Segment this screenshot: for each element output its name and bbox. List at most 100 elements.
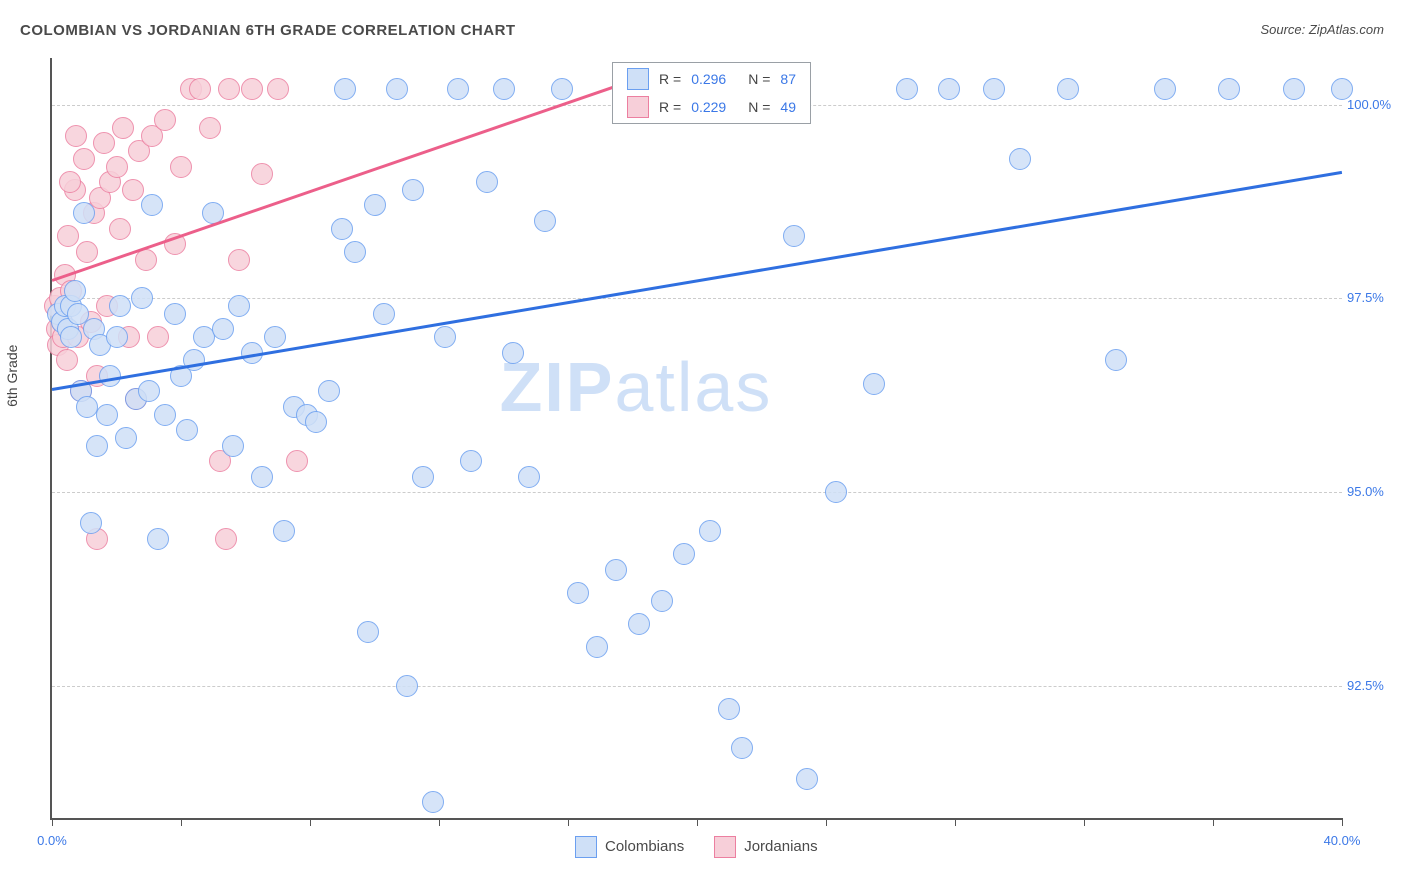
data-point-jordanians xyxy=(57,225,79,247)
data-point-colombians xyxy=(164,303,186,325)
data-point-colombians xyxy=(373,303,395,325)
stats-row-colombians: R = 0.296 N = 87 xyxy=(613,65,810,93)
data-point-jordanians xyxy=(109,218,131,240)
stats-n-label: N = xyxy=(748,99,770,115)
data-point-colombians xyxy=(1009,148,1031,170)
data-point-colombians xyxy=(731,737,753,759)
x-tick xyxy=(52,818,53,826)
data-point-jordanians xyxy=(56,349,78,371)
x-tick xyxy=(955,818,956,826)
data-point-colombians xyxy=(476,171,498,193)
stats-r-value-colombians: 0.296 xyxy=(691,71,726,87)
data-point-colombians xyxy=(364,194,386,216)
data-point-colombians xyxy=(983,78,1005,100)
data-point-colombians xyxy=(863,373,885,395)
data-point-colombians xyxy=(1331,78,1353,100)
stats-r-label: R = xyxy=(659,99,681,115)
data-point-colombians xyxy=(605,559,627,581)
data-point-jordanians xyxy=(241,78,263,100)
x-tick xyxy=(568,818,569,826)
data-point-jordanians xyxy=(73,148,95,170)
data-point-colombians xyxy=(783,225,805,247)
data-point-colombians xyxy=(586,636,608,658)
data-point-colombians xyxy=(331,218,353,240)
data-point-colombians xyxy=(412,466,434,488)
data-point-colombians xyxy=(718,698,740,720)
data-point-colombians xyxy=(222,435,244,457)
data-point-jordanians xyxy=(199,117,221,139)
legend-item-jordanians[interactable]: Jordanians xyxy=(714,836,817,858)
chart-container: COLOMBIAN VS JORDANIAN 6TH GRADE CORRELA… xyxy=(0,0,1406,892)
data-point-jordanians xyxy=(286,450,308,472)
data-point-jordanians xyxy=(112,117,134,139)
x-tick-label: 0.0% xyxy=(37,833,67,848)
y-tick-label: 97.5% xyxy=(1347,290,1402,305)
data-point-jordanians xyxy=(267,78,289,100)
data-point-colombians xyxy=(422,791,444,813)
data-point-colombians xyxy=(502,342,524,364)
data-point-jordanians xyxy=(93,132,115,154)
data-point-colombians xyxy=(699,520,721,542)
data-point-colombians xyxy=(1057,78,1079,100)
data-point-colombians xyxy=(628,613,650,635)
data-point-colombians xyxy=(396,675,418,697)
data-point-colombians xyxy=(251,466,273,488)
data-point-colombians xyxy=(1283,78,1305,100)
stats-r-value-jordanians: 0.229 xyxy=(691,99,726,115)
y-tick-label: 100.0% xyxy=(1347,97,1402,112)
source-attribution: Source: ZipAtlas.com xyxy=(1260,22,1384,37)
stats-swatch-colombians xyxy=(627,68,649,90)
data-point-colombians xyxy=(147,528,169,550)
data-point-colombians xyxy=(896,78,918,100)
data-point-jordanians xyxy=(59,171,81,193)
data-point-colombians xyxy=(344,241,366,263)
data-point-colombians xyxy=(241,342,263,364)
data-point-colombians xyxy=(228,295,250,317)
data-point-jordanians xyxy=(122,179,144,201)
legend-swatch-colombians xyxy=(575,836,597,858)
data-point-colombians xyxy=(109,295,131,317)
data-point-colombians xyxy=(1105,349,1127,371)
data-point-colombians xyxy=(64,280,86,302)
stats-swatch-jordanians xyxy=(627,96,649,118)
data-point-jordanians xyxy=(215,528,237,550)
data-point-colombians xyxy=(273,520,295,542)
data-point-jordanians xyxy=(218,78,240,100)
stats-legend: R = 0.296N = 87R = 0.229N = 49 xyxy=(612,62,811,124)
data-point-jordanians xyxy=(135,249,157,271)
y-tick-label: 95.0% xyxy=(1347,484,1402,499)
data-point-colombians xyxy=(141,194,163,216)
data-point-colombians xyxy=(73,202,95,224)
chart-title: COLOMBIAN VS JORDANIAN 6TH GRADE CORRELA… xyxy=(20,22,516,39)
stats-r-label: R = xyxy=(659,71,681,87)
data-point-colombians xyxy=(518,466,540,488)
legend-item-colombians[interactable]: Colombians xyxy=(575,836,684,858)
data-point-colombians xyxy=(447,78,469,100)
y-axis-title: 6th Grade xyxy=(4,345,20,407)
stats-n-value-colombians: 87 xyxy=(780,71,796,87)
data-point-colombians xyxy=(493,78,515,100)
x-tick-label: 40.0% xyxy=(1324,833,1361,848)
data-point-jordanians xyxy=(170,156,192,178)
data-point-colombians xyxy=(305,411,327,433)
data-point-jordanians xyxy=(65,125,87,147)
stats-n-label: N = xyxy=(748,71,770,87)
data-point-jordanians xyxy=(164,233,186,255)
data-point-colombians xyxy=(183,349,205,371)
gridline xyxy=(52,492,1342,493)
source-link[interactable]: ZipAtlas.com xyxy=(1309,22,1384,37)
data-point-colombians xyxy=(1218,78,1240,100)
data-point-colombians xyxy=(264,326,286,348)
data-point-colombians xyxy=(176,419,198,441)
data-point-colombians xyxy=(60,326,82,348)
legend-label-colombians: Colombians xyxy=(605,838,684,855)
data-point-colombians xyxy=(567,582,589,604)
data-point-colombians xyxy=(202,202,224,224)
data-point-colombians xyxy=(825,481,847,503)
data-point-colombians xyxy=(99,365,121,387)
data-point-colombians xyxy=(334,78,356,100)
data-point-colombians xyxy=(115,427,137,449)
data-point-colombians xyxy=(673,543,695,565)
data-point-colombians xyxy=(318,380,340,402)
data-point-colombians xyxy=(434,326,456,348)
